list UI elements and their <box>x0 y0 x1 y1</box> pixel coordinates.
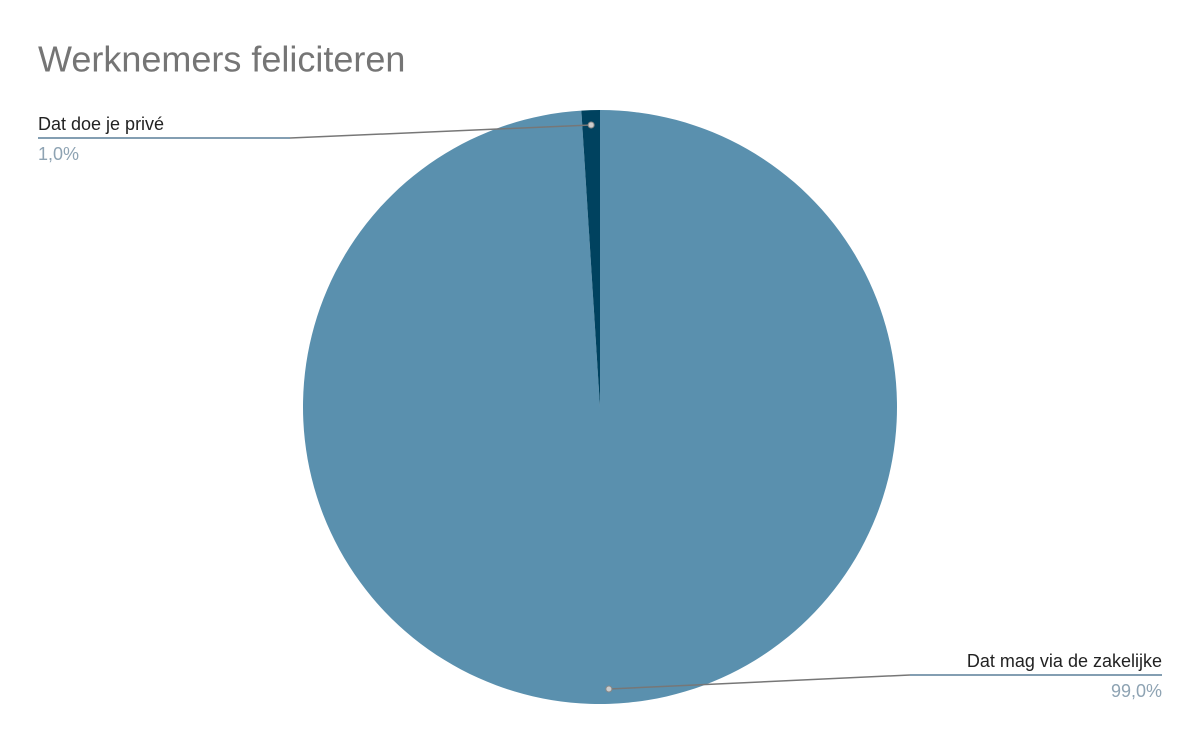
leader-dot <box>605 685 613 693</box>
slice-label: Dat mag via de zakelijke <box>967 651 1162 671</box>
pie-slice <box>303 110 897 705</box>
leader-line <box>289 124 592 139</box>
chart-title: Werknemers feliciteren <box>38 39 405 80</box>
value-label: 1,0% <box>38 144 79 164</box>
slice-label: Dat doe je privé <box>38 114 164 134</box>
leader-dot <box>587 121 595 129</box>
pie-slice <box>581 110 600 407</box>
leader-line <box>608 674 911 690</box>
value-label: 99,0% <box>1111 681 1162 701</box>
